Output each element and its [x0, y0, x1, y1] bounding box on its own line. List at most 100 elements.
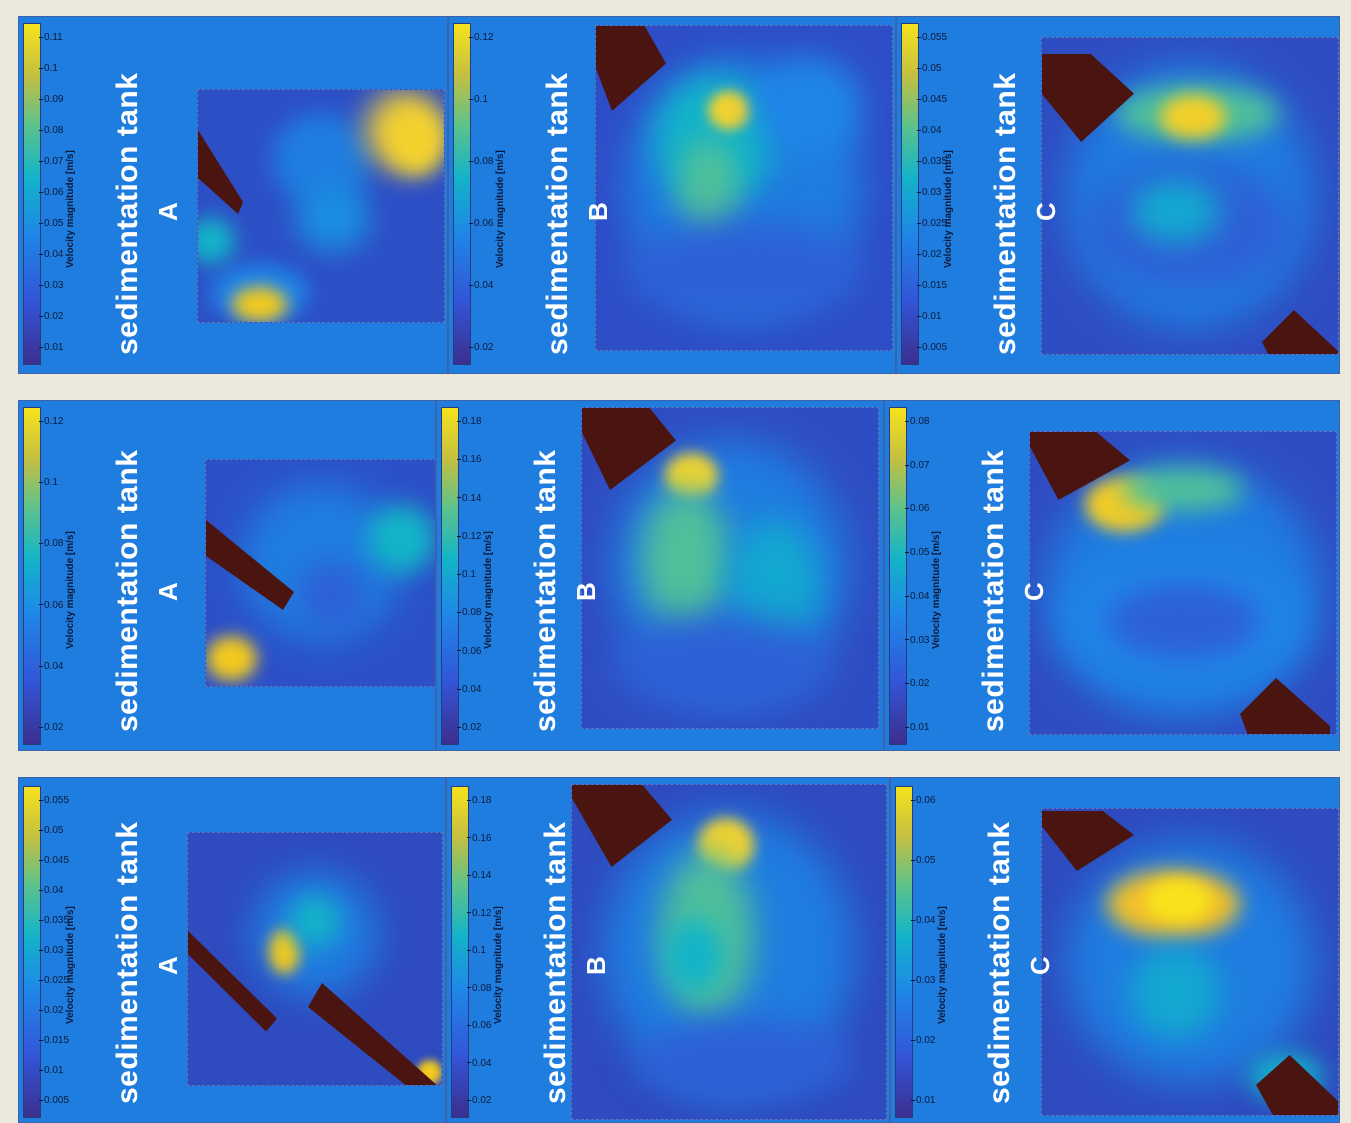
colorbar-tick-label: 0.035 — [917, 157, 947, 167]
velocity-region — [1145, 879, 1211, 923]
colorbar-tick-label: 0.025 — [39, 976, 69, 986]
colorbar-tick-label: 0.05 — [39, 219, 63, 229]
colorbar-tick-label: 0.14 — [457, 493, 481, 504]
tank-letter: A — [153, 582, 183, 602]
panel-c-row-1: 0.055 0.05 0.045 0.04 0.035 0.03 0.025 0.02 0.01… — [896, 16, 1340, 374]
colorbar-tick-label: 0.015 — [39, 1036, 69, 1046]
colorbar-tick-label: 0.03 — [39, 946, 63, 956]
velocity-field-map — [187, 832, 443, 1086]
colorbar-tick-label: 0.06 — [39, 600, 63, 611]
colorbar-tick-label: 0.18 — [467, 796, 491, 806]
velocity-region — [1130, 180, 1220, 244]
colorbar-tick-label: 0.04 — [39, 661, 63, 672]
velocity-field-map — [1041, 37, 1339, 355]
velocity-region — [206, 636, 257, 682]
colorbar-title: Velocity magnitude [m/s] — [493, 905, 504, 1024]
velocity-region — [298, 561, 367, 630]
velocity-region — [634, 1018, 855, 1103]
colorbar-tick-label: 0.06 — [911, 796, 935, 806]
velocity-region — [1106, 583, 1260, 659]
colorbar-tick-label: 0.08 — [457, 608, 481, 618]
colorbar-tick-label: 0.03 — [911, 976, 935, 986]
colorbar-title: Velocity magnitude [m/s] — [65, 149, 76, 268]
colorbar-title: Velocity magnitude [m/s] — [931, 531, 942, 649]
colorbar-tick-label: 0.035 — [39, 916, 69, 926]
colorbar-tick-label: 0.07 — [905, 460, 929, 471]
velocity-field-map — [595, 25, 893, 351]
tank-title: sedimentation tank — [983, 821, 1016, 1104]
tank-letter: B — [581, 956, 611, 976]
colorbar-tick-label: 0.03 — [39, 281, 63, 291]
colorbar-tick-label: 0.01 — [39, 1066, 63, 1076]
colorbar-tick-label: 0.06 — [457, 646, 481, 657]
figure-row-2: 0.12 0.1 0.08 0.06 0.04 0.02 Velocity magnitud… — [18, 400, 1340, 751]
colorbar-tick-label: 0.01 — [917, 312, 941, 322]
tank-letter: A — [153, 956, 183, 976]
panel-a-row-1: 0.11 0.1 0.09 0.08 0.07 0.06 0.05 0.04 0.03 0.02 0… — [18, 16, 448, 374]
colorbar — [23, 407, 41, 745]
tank-letter: C — [1019, 582, 1049, 602]
colorbar-tick-label: 0.025 — [917, 219, 947, 229]
colorbar-tick-label: 0.12 — [457, 531, 481, 542]
colorbar — [889, 407, 907, 745]
colorbar-tick-label: 0.02 — [467, 1096, 491, 1106]
colorbar-tick-label: 0.02 — [39, 1006, 63, 1016]
figure-row-1: 0.11 0.1 0.09 0.08 0.07 0.06 0.05 0.04 0.03 0.02 0… — [18, 16, 1340, 374]
tank-title: sedimentation tank — [541, 72, 574, 355]
tank-letter: C — [1031, 202, 1061, 222]
colorbar-tick-label: 0.12 — [467, 908, 491, 919]
velocity-region — [1121, 468, 1245, 511]
velocity-region — [389, 108, 444, 174]
colorbar-tick-label: 0.055 — [39, 796, 69, 806]
colorbar-tick-label: 0.02 — [39, 312, 63, 322]
colorbar — [895, 786, 913, 1118]
colorbar-tick-label: 0.1 — [457, 570, 476, 580]
colorbar-tick-label: 0.01 — [911, 1096, 935, 1106]
colorbar-tick-label: 0.04 — [467, 1058, 491, 1069]
colorbar-tick-label: 0.11 — [39, 33, 63, 43]
velocity-region — [198, 217, 235, 264]
velocity-field-map — [571, 784, 887, 1120]
colorbar-title: Velocity magnitude [m/s] — [937, 905, 948, 1024]
panel-a-row-2: 0.12 0.1 0.08 0.06 0.04 0.02 Velocity magnitud… — [18, 400, 436, 751]
colorbar-tick-label: 0.08 — [39, 539, 63, 549]
colorbar-tick-label: 0.04 — [469, 281, 493, 291]
colorbar-tick-label: 0.16 — [467, 833, 491, 844]
colorbar-tick-label: 0.08 — [905, 417, 929, 427]
colorbar-title: Velocity magnitude [m/s] — [65, 531, 76, 649]
colorbar-title: Velocity magnitude [m/s] — [495, 149, 506, 268]
colorbar-tick-label: 0.07 — [39, 157, 63, 167]
velocity-region — [641, 488, 730, 632]
velocity-region — [232, 287, 287, 322]
tank-title: sedimentation tank — [111, 449, 144, 732]
colorbar-tick-label: 0.02 — [905, 679, 929, 689]
tank-title: sedimentation tank — [529, 449, 562, 732]
tank-letter: B — [583, 202, 613, 222]
colorbar-tick-label: 0.08 — [467, 983, 491, 994]
tank-letter: B — [571, 582, 601, 602]
velocity-region — [708, 90, 750, 130]
tank-title: sedimentation tank — [977, 449, 1010, 732]
colorbar-tick-label: 0.005 — [39, 1096, 69, 1106]
colorbar-tick-label: 0.05 — [905, 548, 929, 558]
panel-b-row-1: 0.12 0.1 0.08 0.06 0.04 0.02 Velocity magnitud… — [448, 16, 896, 374]
tank-title: sedimentation tank — [111, 821, 144, 1104]
figure-row-3: 0.055 0.05 0.045 0.04 0.035 0.03 0.025 0.02 0.01… — [18, 777, 1340, 1123]
colorbar-tick-label: 0.02 — [469, 343, 493, 353]
colorbar-tick-label: 0.06 — [905, 504, 929, 514]
colorbar-tick-label: 0.03 — [905, 635, 929, 646]
colorbar-tick-label: 0.04 — [457, 684, 481, 695]
velocity-region — [1130, 946, 1220, 1039]
colorbar-tick-label: 0.02 — [911, 1036, 935, 1046]
colorbar-tick-label: 0.005 — [917, 343, 947, 353]
panel-b-row-3: 0.18 0.16 0.14 0.12 0.1 0.08 0.06 0.04 0.02 Veloc… — [446, 777, 890, 1123]
colorbar-tick-label: 0.04 — [905, 591, 929, 602]
tank-title: sedimentation tank — [111, 72, 144, 355]
colorbar-tick-label: 0.02 — [39, 723, 63, 733]
colorbar-tick-label: 0.01 — [905, 723, 929, 733]
tank-letter: C — [1025, 956, 1055, 976]
colorbar-tick-label: 0.16 — [457, 455, 481, 465]
colorbar — [453, 23, 471, 365]
colorbar-tick-label: 0.01 — [39, 343, 63, 353]
velocity-region — [666, 918, 723, 993]
